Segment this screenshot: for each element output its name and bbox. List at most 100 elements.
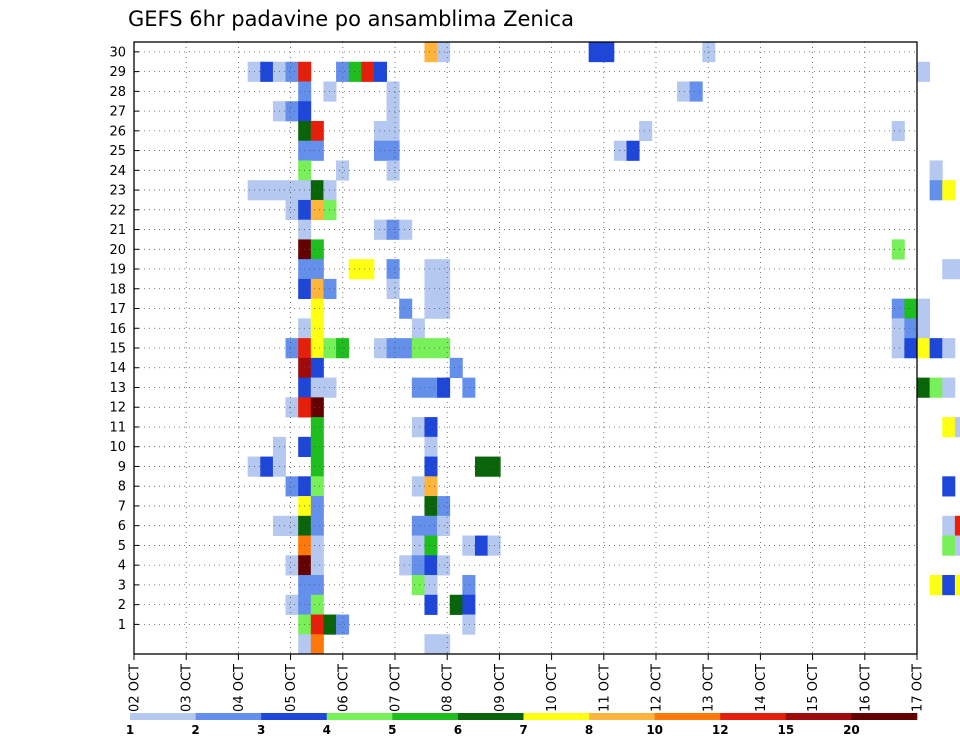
precip-cell xyxy=(310,377,324,398)
precip-cell xyxy=(336,338,350,359)
precip-cell xyxy=(954,515,960,536)
y-tick-label: 10 xyxy=(109,440,126,455)
colorbar-swatch xyxy=(130,713,196,720)
y-tick-label: 4 xyxy=(118,559,126,574)
precip-cell xyxy=(310,575,324,596)
y-tick-label: 25 xyxy=(109,144,126,159)
y-tick-label: 12 xyxy=(109,401,126,416)
x-tick-label: 06 OCT xyxy=(336,664,351,712)
y-tick-label: 18 xyxy=(109,282,126,297)
precip-cell xyxy=(310,436,324,457)
y-tick-label: 27 xyxy=(109,105,126,120)
precip-cell xyxy=(336,614,350,635)
precip-cell xyxy=(310,555,324,576)
precip-cell xyxy=(588,42,602,63)
precip-cell xyxy=(917,298,931,319)
precip-cell xyxy=(310,515,324,536)
precip-cell xyxy=(929,338,943,359)
precip-cell xyxy=(411,515,425,536)
precip-cell xyxy=(386,160,400,181)
precip-cell xyxy=(462,535,476,556)
colorbar-swatch xyxy=(326,713,393,720)
precip-cell xyxy=(929,377,943,398)
precip-cell xyxy=(424,42,438,63)
precip-cell xyxy=(310,239,324,260)
precip-cell xyxy=(310,199,324,221)
colorbar-swatch xyxy=(851,713,918,720)
x-tick-label: 11 OCT xyxy=(597,664,612,712)
y-tick-label: 1 xyxy=(118,618,126,633)
precip-cell xyxy=(954,417,960,438)
precip-cell xyxy=(929,180,943,201)
precip-cell xyxy=(689,81,703,102)
precip-cell xyxy=(942,180,956,201)
precip-cell xyxy=(411,555,425,576)
precip-cell xyxy=(424,298,438,319)
precip-cell xyxy=(310,496,324,517)
precip-cell xyxy=(474,535,489,556)
precip-cell xyxy=(285,199,299,221)
precip-cell xyxy=(677,81,691,102)
precip-cell xyxy=(424,259,438,280)
precip-cell xyxy=(285,594,299,615)
precip-cell xyxy=(260,180,274,201)
y-tick-label: 5 xyxy=(118,539,126,554)
chart-title: GEFS 6hr padavine po ansamblima Zenica xyxy=(128,7,574,31)
precip-cell xyxy=(310,417,324,438)
precip-cell xyxy=(386,219,400,240)
precip-cell xyxy=(942,338,956,359)
precip-cell xyxy=(260,61,274,82)
precip-cell xyxy=(424,476,438,497)
precip-cell xyxy=(373,61,387,82)
precip-cell xyxy=(424,338,438,359)
colorbar-swatch xyxy=(392,713,459,720)
precip-cell xyxy=(462,614,476,635)
precip-cell xyxy=(336,61,350,82)
x-tick-label: 05 OCT xyxy=(284,664,299,712)
precip-cell xyxy=(437,278,451,300)
precip-cell xyxy=(437,555,451,576)
precip-cell xyxy=(298,634,312,655)
precip-cell xyxy=(399,338,413,359)
y-tick-label: 22 xyxy=(109,203,126,218)
precip-cell xyxy=(310,614,324,635)
precip-cell xyxy=(310,180,324,201)
precip-cell xyxy=(942,535,956,556)
precip-cell xyxy=(626,140,640,161)
precip-cell xyxy=(386,101,400,122)
precip-cell xyxy=(310,338,324,359)
dotted-grid xyxy=(134,42,917,654)
precip-cell xyxy=(310,318,324,339)
precip-cell xyxy=(954,575,960,596)
y-tick-label: 28 xyxy=(109,85,126,100)
colorbar-label: 8 xyxy=(585,723,593,737)
precip-cell xyxy=(462,594,476,615)
y-tick-label: 9 xyxy=(118,460,126,475)
precip-cell xyxy=(929,160,943,181)
y-tick-label: 14 xyxy=(109,361,126,376)
x-tick-label: 16 OCT xyxy=(858,664,873,712)
x-tick-label: 13 OCT xyxy=(702,664,717,712)
precip-cell xyxy=(373,338,387,359)
precip-cell xyxy=(437,496,451,517)
precip-cell xyxy=(386,338,400,359)
precip-cell xyxy=(310,594,324,615)
colorbar-label: 10 xyxy=(646,723,663,737)
precip-cell xyxy=(310,120,324,142)
precip-cell xyxy=(462,377,476,398)
colorbar-swatch xyxy=(654,713,721,720)
precip-cell xyxy=(424,417,438,438)
precip-cell xyxy=(424,377,438,398)
colorbar-label: 4 xyxy=(323,723,331,737)
precip-cell xyxy=(891,120,905,142)
x-tick-label: 09 OCT xyxy=(493,664,508,712)
y-tick-label: 21 xyxy=(109,223,126,238)
precip-cell xyxy=(386,278,400,300)
y-tick-label: 20 xyxy=(109,243,126,258)
precip-cell xyxy=(891,318,905,339)
precip-cell xyxy=(424,436,438,457)
precip-cell xyxy=(411,535,425,556)
precip-cell xyxy=(437,634,451,655)
precip-cell xyxy=(424,634,438,655)
precip-cell xyxy=(310,298,324,319)
